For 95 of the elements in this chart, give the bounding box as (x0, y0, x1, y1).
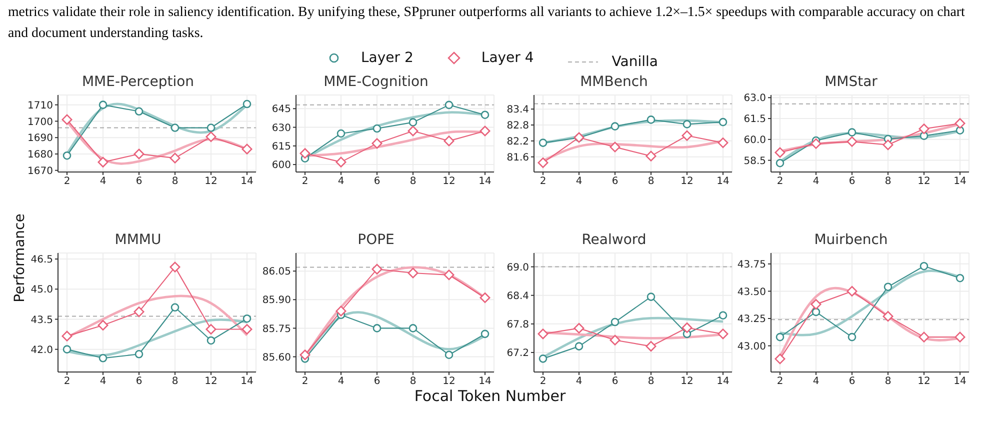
y-tick-label: 1700 (28, 116, 53, 128)
x-tick-label: 8 (884, 176, 892, 188)
x-tick-label: 6 (848, 376, 856, 388)
x-tick-label: 4 (576, 176, 582, 188)
y-tick-label: 45.0 (30, 284, 53, 296)
chart-title: Muirbench (813, 231, 889, 250)
x-tick-label: 8 (410, 376, 416, 388)
legend-label: Vanilla (612, 54, 658, 70)
y-tick-label: 46.5 (30, 254, 53, 266)
y-axis-title: Performance (12, 212, 28, 304)
legend-label: Layer 4 (481, 50, 534, 66)
y-tick-label: 43.50 (737, 286, 766, 298)
y-tick-label: 1680 (28, 150, 53, 161)
x-tick-label: 6 (612, 176, 618, 188)
x-tick-label: 2 (64, 376, 70, 388)
x-tick-label: 2 (540, 376, 546, 388)
y-tick-label: 43.5 (30, 314, 53, 326)
x-tick-label: 4 (812, 376, 820, 388)
chart-title: MME-Cognition (322, 73, 430, 92)
y-tick-label: 1690 (28, 133, 53, 144)
chart-title: MMMU (114, 232, 162, 248)
x-tick-label: 2 (776, 176, 784, 188)
x-tick-label: 6 (136, 176, 142, 188)
x-tick-label: 12 (680, 176, 694, 188)
y-tick-label: 67.8 (506, 319, 529, 330)
y-tick-label: 43.75 (737, 259, 766, 270)
x-tick-label: 12 (204, 176, 218, 188)
y-tick-label: 645 (272, 104, 291, 116)
x-tick-label: 14 (716, 176, 730, 188)
x-tick-label: 8 (648, 176, 654, 188)
x-tick-label: 12 (204, 376, 218, 388)
text: metrics validate their role in saliency identification. By unifying these, SPpruner outperforms all variants to achieve 1.2×–1.5× speedups with comparable accuracy on chart and document understanding tasks. (8, 4, 966, 43)
y-tick-label: 81.6 (506, 152, 529, 164)
y-tick-label: 43.25 (737, 314, 766, 326)
x-tick-label: 2 (64, 176, 70, 188)
x-tick-label: 4 (100, 376, 106, 388)
chart-title: POPE (356, 231, 396, 250)
x-tick-label: 14 (716, 376, 730, 388)
x-tick-label: 4 (812, 176, 820, 188)
x-tick-label: 14 (240, 376, 254, 388)
x-tick-label: 14 (954, 376, 966, 388)
y-tick-label: 82.2 (506, 136, 529, 148)
y-tick-label: 85.75 (262, 324, 291, 335)
x-tick-label: 2 (302, 376, 308, 388)
y-tick-label: 1710 (28, 100, 53, 112)
x-tick-label: 4 (338, 376, 344, 388)
chart-title: MMStar (824, 73, 878, 92)
y-tick-label: 600 (272, 160, 291, 172)
y-tick-label: 83.4 (506, 104, 529, 116)
x-tick-label: 6 (612, 376, 618, 388)
x-tick-label: 12 (442, 176, 456, 188)
x-tick-label: 12 (442, 376, 456, 388)
x-tick-label: 12 (680, 376, 694, 388)
y-tick-label: 58.5 (744, 156, 766, 167)
y-tick-label: 1670 (28, 166, 53, 177)
chart-title: Realword (580, 231, 648, 250)
x-tick-label: 8 (172, 176, 178, 188)
y-tick-label: 42.0 (30, 344, 53, 356)
x-tick-label: 6 (374, 376, 380, 388)
y-tick-label: 61.5 (744, 114, 766, 126)
y-tick-label: 82.8 (506, 120, 529, 132)
y-tick-label: 67.2 (506, 348, 529, 360)
x-tick-label: 14 (240, 176, 254, 188)
x-tick-label: 4 (338, 176, 344, 188)
x-tick-label: 8 (410, 176, 416, 188)
x-tick-label: 14 (478, 176, 492, 188)
y-tick-label: 60.0 (744, 134, 766, 146)
x-tick-label: 4 (100, 176, 106, 188)
y-tick-label: 63.0 (744, 93, 766, 104)
y-tick-label: 615 (272, 141, 291, 152)
x-tick-label: 12 (918, 176, 930, 188)
x-tick-label: 2 (776, 376, 784, 388)
x-tick-label: 2 (540, 176, 546, 188)
x-tick-label: 4 (576, 376, 582, 388)
x-tick-label: 6 (848, 176, 856, 188)
x-tick-label: 12 (918, 376, 930, 388)
y-tick-label: 85.90 (262, 295, 291, 306)
x-tick-label: 14 (954, 176, 966, 188)
y-tick-label: 69.0 (506, 262, 529, 274)
y-tick-label: 43.00 (737, 341, 766, 352)
x-tick-label: 6 (136, 376, 142, 388)
x-axis-title: Focal Token Number (413, 387, 567, 405)
chart-title: MMBench (579, 73, 649, 92)
x-tick-label: 8 (648, 376, 654, 388)
x-tick-label: 6 (374, 176, 380, 188)
x-tick-label: 8 (172, 376, 178, 388)
y-tick-label: 68.4 (506, 290, 529, 302)
legend-label: Layer 2 (361, 50, 414, 66)
chart-title: MME-Perception (80, 73, 196, 92)
x-tick-label: 8 (884, 376, 892, 388)
x-tick-label: 14 (478, 376, 492, 388)
x-tick-label: 2 (302, 176, 308, 188)
y-tick-label: 85.60 (262, 352, 291, 364)
y-tick-label: 630 (272, 122, 291, 134)
y-tick-label: 86.05 (262, 266, 291, 278)
